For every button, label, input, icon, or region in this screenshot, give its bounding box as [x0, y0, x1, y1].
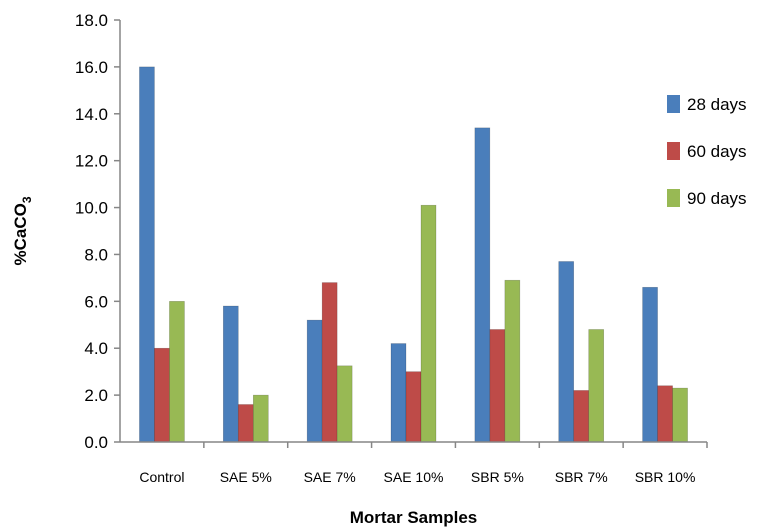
y-axis-title-main: %CaCO: [11, 203, 30, 265]
legend: 28 days 60 days 90 days: [667, 95, 747, 208]
y-tick-label: 12.0: [75, 152, 108, 171]
bar: [169, 301, 185, 443]
bar: [642, 286, 658, 443]
y-axis-ticks: 0.0 2.0 4.0 6.0 8.0 10.0 12.0 14.0 16.0 18.0: [75, 11, 120, 452]
x-category-label: SBR 5%: [471, 469, 524, 485]
bar: [489, 329, 506, 443]
x-axis-title: Mortar Samples: [350, 508, 478, 527]
bar: [405, 371, 422, 443]
legend-swatch: [667, 142, 680, 160]
bar: [222, 305, 239, 443]
x-category-label: SBR 10%: [635, 469, 696, 485]
bar: [321, 282, 338, 443]
legend-label: 90 days: [687, 189, 747, 208]
x-category-label: SAE 5%: [220, 469, 272, 485]
bar: [558, 261, 575, 443]
x-category-label: SBR 7%: [555, 469, 608, 485]
y-tick-label: 0.0: [84, 433, 108, 452]
legend-label: 28 days: [687, 95, 747, 114]
bar: [672, 387, 688, 443]
bar: [139, 66, 155, 443]
legend-swatch: [667, 189, 680, 207]
y-tick-label: 2.0: [84, 386, 108, 405]
y-axis-title-subscript: 3: [20, 196, 34, 203]
bar: [306, 319, 323, 443]
bar: [504, 279, 521, 443]
x-category-label: SAE 7%: [304, 469, 356, 485]
y-tick-label: 18.0: [75, 11, 108, 30]
x-category-label: Control: [139, 469, 184, 485]
x-axis-category-labels: Control SAE 5% SAE 7% SAE 10% SBR 5% SBR 7% SB…: [139, 442, 708, 485]
y-tick-label: 10.0: [75, 199, 108, 218]
bar: [474, 127, 491, 443]
legend-swatch: [667, 95, 680, 113]
bar: [588, 329, 605, 443]
bars: [139, 66, 688, 443]
y-tick-label: 14.0: [75, 105, 108, 124]
y-tick-label: 16.0: [75, 58, 108, 77]
bar: [336, 365, 353, 443]
bar: [154, 347, 170, 443]
y-tick-label: 4.0: [84, 339, 108, 358]
legend-label: 60 days: [687, 142, 747, 161]
bar: [420, 204, 437, 443]
bar: [573, 390, 590, 443]
x-category-label: SAE 10%: [384, 469, 444, 485]
bar: [252, 394, 269, 443]
y-axis-title: %CaCO3: [11, 196, 34, 265]
y-tick-label: 8.0: [84, 245, 108, 264]
bar: [657, 385, 673, 443]
bar: [237, 404, 254, 443]
y-tick-label: 6.0: [84, 292, 108, 311]
bar: [390, 343, 407, 443]
